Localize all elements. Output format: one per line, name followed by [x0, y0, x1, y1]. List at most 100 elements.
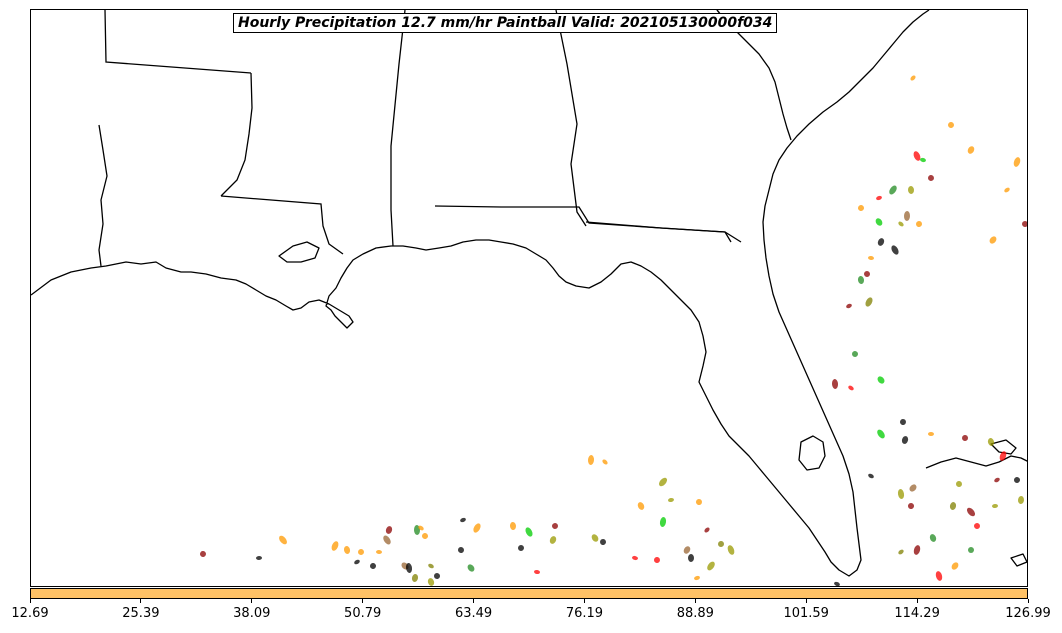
colorbar-tick-label: 101.59	[783, 606, 829, 621]
paintball-cell	[876, 195, 882, 201]
border-ga-fl	[585, 221, 732, 243]
border-ms-al	[390, 10, 406, 247]
coastline	[31, 10, 1027, 577]
colorbar-tick-mark	[583, 599, 585, 603]
border-la-ms	[220, 195, 344, 255]
paintball-cell	[659, 517, 667, 527]
paintball-cell	[900, 419, 906, 425]
paintball-cell	[992, 503, 998, 509]
colorbar-tick-mark	[694, 599, 696, 603]
paintball-cell	[913, 545, 921, 555]
paintball-cell	[846, 303, 852, 309]
paintball-cell	[852, 351, 858, 357]
colorbar-tick-label: 63.49	[454, 606, 493, 621]
border-tx-la	[98, 124, 108, 267]
colorbar-tick-mark	[29, 599, 31, 603]
paintball-cell	[428, 563, 434, 569]
paintball-cell	[913, 151, 921, 161]
paintball-cell	[1004, 187, 1010, 193]
paintball-cell	[383, 535, 391, 545]
paintball-cell	[427, 578, 435, 586]
paintball-cell	[864, 271, 870, 277]
paintball-cell	[909, 484, 917, 492]
colorbar-tick-label: 88.89	[676, 606, 714, 621]
colorbar-tick-mark	[251, 599, 253, 603]
mississippi-delta	[278, 241, 320, 263]
paintball-cell	[907, 186, 915, 194]
border-al-ga	[555, 10, 587, 227]
paintball-cell	[877, 429, 885, 439]
paintball-cell	[916, 221, 922, 227]
paintball-cell	[974, 523, 980, 529]
colorbar-tick-label: 25.39	[122, 606, 160, 621]
paintball-cell	[908, 503, 914, 509]
map-canvas	[31, 10, 1027, 586]
paintball-cell	[929, 534, 937, 542]
paintball-cell	[903, 211, 911, 221]
paintball-cell	[875, 218, 883, 226]
paintball-cell	[707, 561, 715, 571]
paintball-cell	[552, 523, 558, 529]
paintball-cell	[848, 385, 854, 391]
paintball-cell	[858, 205, 864, 211]
paintball-cell	[901, 436, 909, 444]
paintball-cell	[898, 221, 904, 227]
paintball-cell	[587, 455, 595, 465]
colorbar-tick-mark	[805, 599, 807, 603]
paintball-cell	[418, 525, 424, 531]
paintball-cell	[951, 562, 959, 570]
paintball-cell	[834, 581, 840, 586]
lake-okeechobee	[798, 435, 826, 471]
paintball-cell	[411, 574, 419, 582]
paintball-cell	[385, 526, 393, 534]
paintball-cell	[956, 481, 962, 487]
border-fl-al	[434, 205, 742, 243]
paintball-cell	[868, 255, 874, 261]
paintball-cell	[354, 559, 360, 565]
colorbar-tick-label: 126.99	[1005, 606, 1051, 621]
paintball-cell	[458, 547, 464, 553]
paintball-cell	[999, 451, 1007, 461]
paintball-cell	[1017, 496, 1025, 504]
paintball-cell	[525, 527, 533, 537]
colorbar-tick-mark	[140, 599, 142, 603]
colorbar-tick-label: 38.09	[233, 606, 271, 621]
paintball-cell	[473, 523, 481, 533]
paintball-cell	[910, 75, 916, 81]
paintball-cell	[865, 297, 873, 307]
colorbar-tick-label: 76.19	[565, 606, 604, 621]
map-title: Hourly Precipitation 12.7 mm/hr Paintbal…	[233, 13, 778, 33]
paintball-cell	[370, 563, 376, 569]
paintball-cell	[948, 122, 954, 128]
paintball-cell	[376, 549, 382, 555]
paintball-cell	[696, 499, 702, 505]
paintball-cell	[331, 541, 339, 551]
paintball-cell	[658, 477, 668, 487]
paintball-cell	[467, 564, 475, 572]
paintball-cell	[987, 438, 995, 446]
paintball-cell	[422, 533, 428, 539]
paintball-cell	[968, 547, 974, 553]
state-borders	[98, 10, 742, 267]
paintball-cell	[434, 573, 440, 579]
paintball-cell	[1022, 221, 1027, 227]
border-ar-la	[220, 72, 253, 197]
paintball-cell	[994, 477, 1000, 483]
paintball-cell	[868, 473, 874, 479]
paintball-cell	[687, 554, 695, 562]
paintball-cell	[637, 502, 645, 510]
colorbar-tick-label: 114.29	[894, 606, 940, 621]
paintball-cell	[1014, 477, 1020, 483]
paintball-cell	[897, 489, 905, 499]
paintball-cell	[877, 238, 885, 246]
paintball-cell	[668, 497, 674, 503]
paintball-cell	[727, 545, 735, 555]
paintball-cell	[857, 276, 865, 284]
map-panel	[30, 9, 1028, 587]
colorbar-tick-label: 12.69	[11, 606, 49, 621]
paintball-cell	[343, 546, 351, 554]
paintball-cell	[920, 157, 926, 163]
paintball-cell	[460, 517, 466, 523]
paintball-cell	[600, 539, 606, 545]
colorbar-tick-mark	[916, 599, 918, 603]
